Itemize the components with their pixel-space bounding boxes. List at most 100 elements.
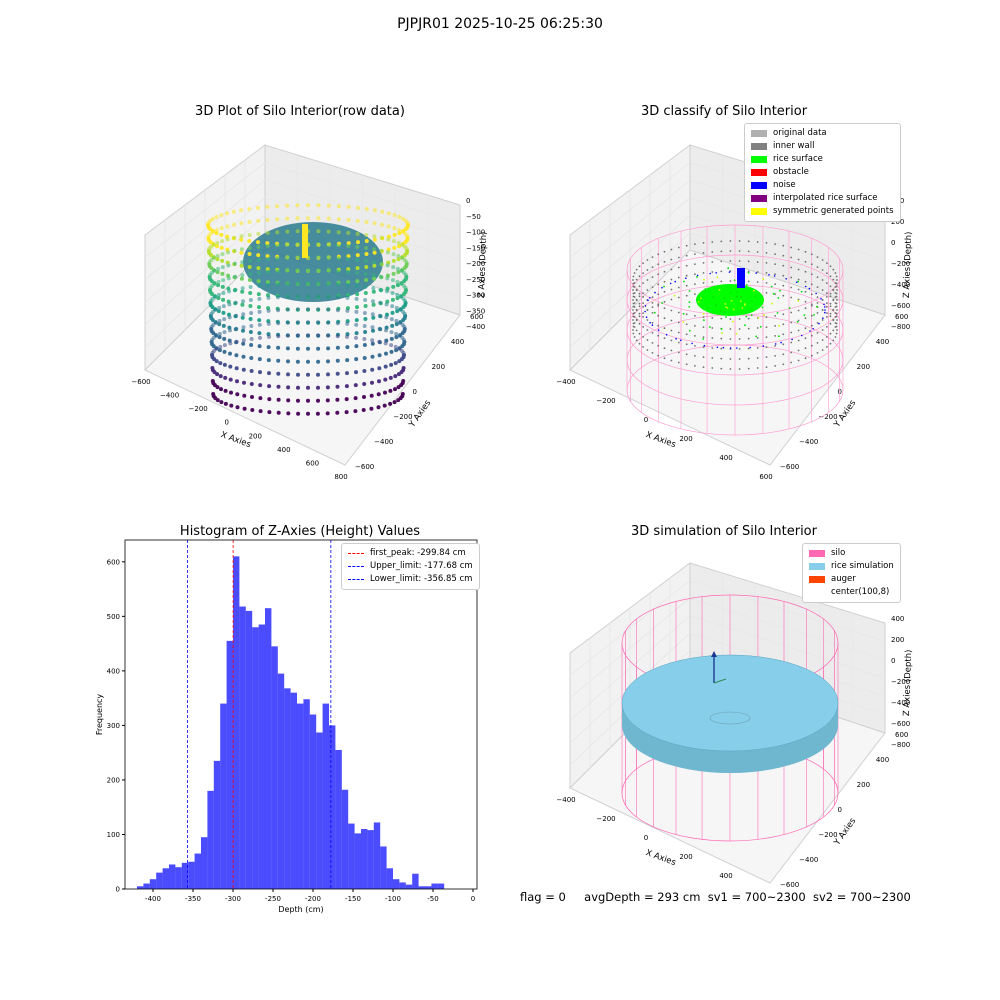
- data-point: [404, 246, 409, 251]
- inner-wall-point: [826, 262, 828, 264]
- noise-point: [762, 345, 765, 347]
- inner-wall-point: [711, 367, 714, 369]
- inner-wall-point: [821, 259, 824, 261]
- data-point: [275, 269, 280, 274]
- data-point: [217, 322, 222, 327]
- legend-swatch: [809, 576, 825, 583]
- data-point: [227, 302, 232, 307]
- noise-point: [774, 343, 777, 345]
- inner-wall-point: [642, 346, 644, 348]
- data-point: [394, 318, 399, 323]
- data-point: [223, 401, 228, 406]
- inner-wall-point: [765, 346, 768, 348]
- data-point: [276, 358, 281, 363]
- inner-wall-point: [720, 270, 723, 273]
- data-point: [295, 281, 300, 286]
- z-tick-label: −300: [466, 292, 485, 300]
- data-point: [372, 234, 377, 239]
- x-tick-label: 0: [224, 419, 228, 427]
- inner-wall-point: [729, 338, 732, 340]
- data-point: [326, 203, 331, 208]
- data-point: [215, 227, 219, 232]
- x-axis-label: X Axies: [644, 848, 677, 868]
- inner-wall-point: [816, 286, 819, 288]
- data-point: [256, 231, 261, 236]
- inner-wall-point: [821, 319, 824, 321]
- data-point: [233, 300, 238, 305]
- inner-wall-point: [711, 241, 714, 243]
- data-point: [215, 244, 219, 249]
- z-tick-label: −200: [466, 260, 485, 268]
- legend-label: silo: [831, 548, 846, 558]
- inner-wall-point: [694, 325, 696, 327]
- data-point: [222, 336, 227, 341]
- rice-point: [700, 297, 702, 300]
- noise-point: [820, 298, 822, 300]
- data-point: [231, 209, 236, 214]
- z-axis-label: Z Axies (Depth): [477, 231, 489, 298]
- inner-wall-point: [694, 315, 696, 317]
- inner-wall-point: [821, 299, 824, 301]
- data-point: [378, 300, 383, 305]
- inner-wall-point: [765, 316, 768, 318]
- data-point: [267, 384, 272, 389]
- rice-point: [673, 294, 676, 297]
- rice-point: [813, 314, 815, 316]
- data-point: [215, 240, 220, 245]
- rice-point: [702, 312, 705, 315]
- inner-wall-point: [821, 329, 824, 331]
- inner-wall-point: [702, 326, 705, 328]
- data-point: [354, 322, 359, 327]
- inner-wall-point: [702, 242, 705, 244]
- data-point: [229, 403, 234, 408]
- data-point: [285, 229, 290, 234]
- inner-wall-point: [804, 290, 807, 293]
- noise-point: [680, 339, 682, 342]
- data-point: [240, 286, 245, 291]
- data-point: [390, 291, 395, 296]
- data-point: [362, 337, 367, 341]
- histogram-bar: [156, 872, 163, 889]
- rice-point: [755, 335, 758, 338]
- data-point: [326, 255, 331, 260]
- inner-wall-point: [810, 253, 813, 256]
- inner-wall-point: [635, 278, 638, 281]
- rice-point: [797, 299, 800, 302]
- data-point: [306, 372, 310, 377]
- data-point: [354, 357, 359, 362]
- inner-wall-point: [711, 271, 714, 273]
- inner-wall-point: [729, 328, 732, 330]
- data-point: [221, 278, 226, 283]
- noise-point: [703, 344, 706, 347]
- z-tick-label: −250: [466, 276, 485, 284]
- sv1-text: sv1 = 700~2300: [707, 890, 806, 904]
- data-point: [326, 281, 331, 286]
- data-point: [234, 366, 239, 371]
- rice-point: [726, 307, 729, 309]
- data-point: [226, 263, 231, 268]
- inner-wall-point: [810, 334, 813, 337]
- data-point: [247, 252, 252, 256]
- inner-wall-point: [729, 240, 732, 242]
- inner-wall-point: [685, 363, 688, 366]
- rice-point: [776, 312, 779, 314]
- data-point: [221, 323, 226, 328]
- inner-wall-point: [790, 341, 793, 344]
- data-point: [221, 310, 226, 315]
- data-point: [306, 359, 310, 364]
- data-point: [247, 278, 252, 282]
- rice-point: [682, 312, 685, 315]
- y-tick-label: 600: [470, 313, 483, 321]
- data-point: [295, 242, 300, 247]
- inner-wall-point: [821, 349, 824, 351]
- data-point: [362, 324, 367, 328]
- data-point: [395, 279, 400, 284]
- data-point: [397, 231, 402, 236]
- data-point: [372, 250, 377, 255]
- data-point: [316, 216, 321, 221]
- inner-wall-point: [774, 345, 776, 347]
- data-point: [386, 237, 391, 242]
- data-point: [217, 305, 222, 310]
- inner-wall-point: [670, 339, 673, 342]
- inner-wall-point: [790, 331, 793, 334]
